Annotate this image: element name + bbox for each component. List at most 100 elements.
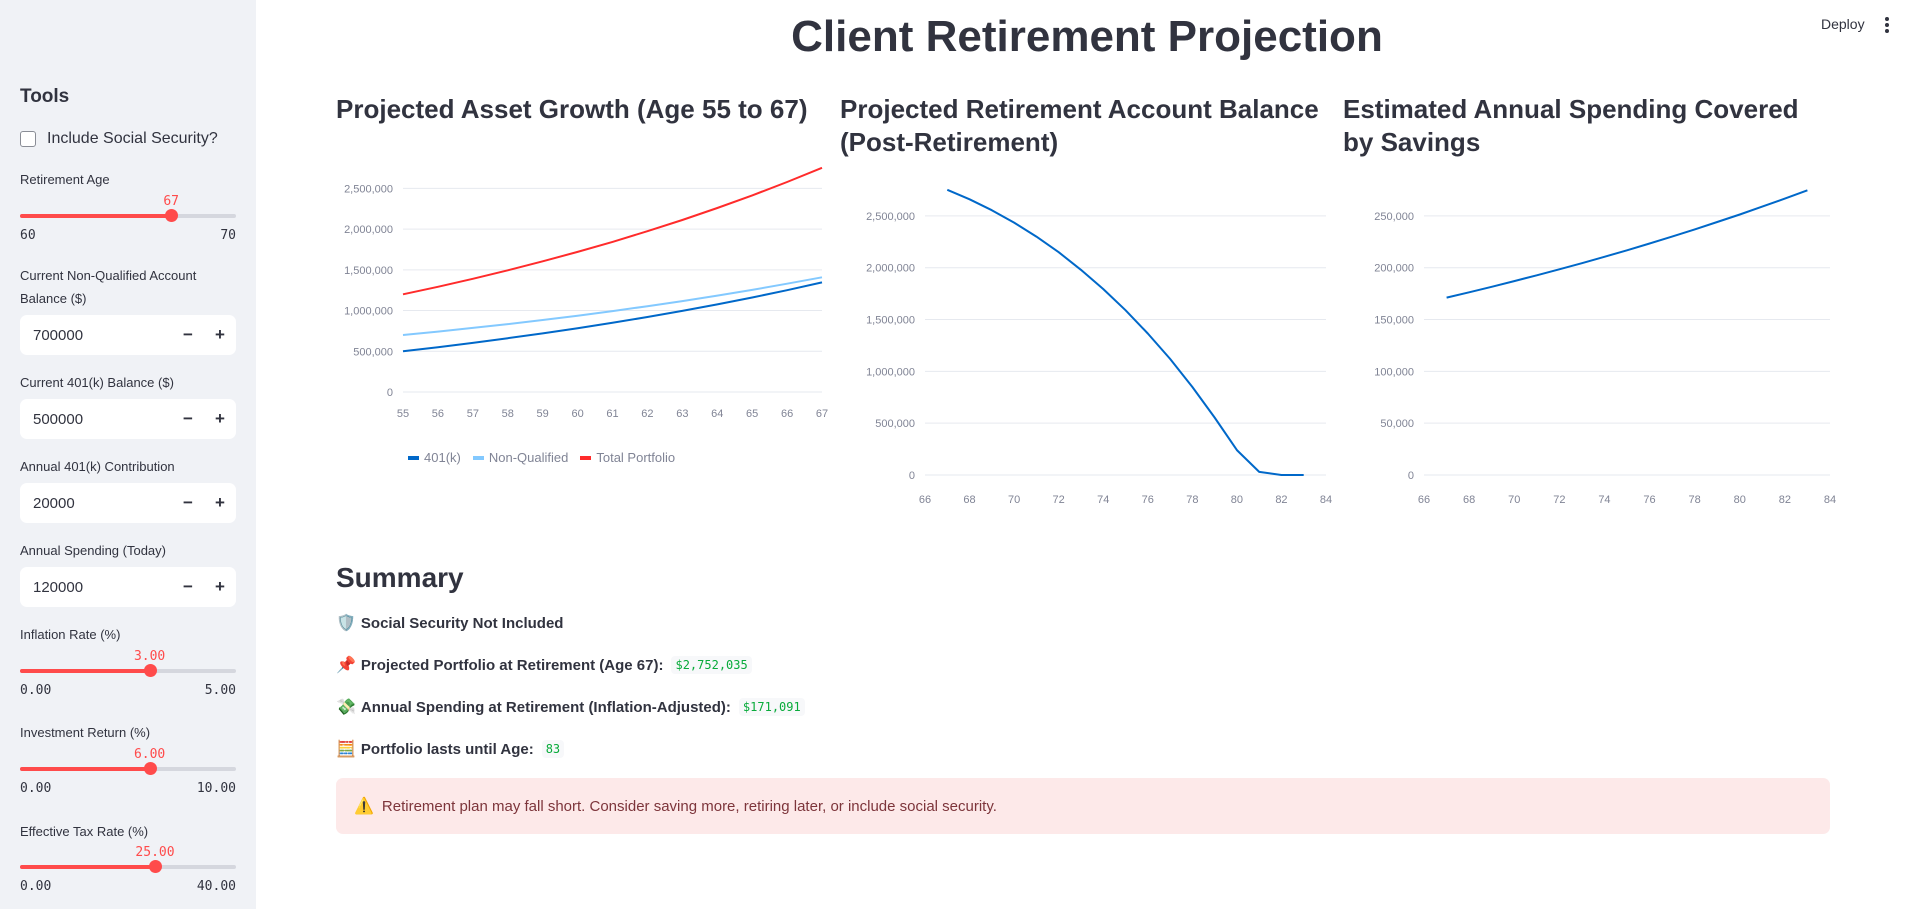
legend-item-total-portfolio[interactable]: Total Portfolio bbox=[580, 450, 675, 465]
summary-title: Summary bbox=[336, 562, 464, 593]
x-tick-label: 66 bbox=[1418, 494, 1430, 506]
y-tick-label: 0 bbox=[1408, 470, 1414, 482]
warning-icon: ⚠️ bbox=[354, 798, 374, 815]
x-tick-label: 58 bbox=[502, 408, 514, 420]
social-security-checkbox[interactable]: Include Social Security? bbox=[20, 130, 218, 148]
retirement-age-slider[interactable]: 67 60 70 bbox=[20, 194, 236, 243]
increment-button[interactable]: + bbox=[215, 325, 225, 344]
page-title: Client Retirement Projection bbox=[791, 12, 1383, 61]
slider-thumb[interactable] bbox=[143, 762, 157, 775]
retirement-age-label: Retirement Age bbox=[20, 172, 110, 187]
increment-button[interactable]: + bbox=[215, 493, 225, 512]
decrement-button[interactable]: − bbox=[183, 577, 193, 596]
series-line[interactable] bbox=[402, 166, 823, 296]
slider-value: 3.00 bbox=[133, 649, 166, 664]
summary-label: Annual Spending at Retirement (Inflation… bbox=[360, 698, 731, 716]
y-tick-label: 100,000 bbox=[1374, 366, 1414, 378]
summary-annual-spending: 💸 Annual Spending at Retirement (Inflati… bbox=[336, 697, 805, 717]
x-tick-label: 66 bbox=[919, 494, 931, 506]
increment-button[interactable]: + bbox=[215, 409, 225, 428]
x-tick-label: 70 bbox=[1508, 494, 1520, 506]
summary-portfolio-lasts: 🧮 Portfolio lasts until Age: 83 bbox=[336, 739, 565, 759]
money-icon: 💸 bbox=[336, 699, 356, 716]
y-tick-label: 2,000,000 bbox=[866, 263, 915, 275]
investment-return-label: Investment Return (%) bbox=[20, 725, 151, 740]
x-tick-label: 57 bbox=[467, 408, 479, 420]
y-tick-label: 150,000 bbox=[1374, 315, 1414, 327]
increment-button[interactable]: + bbox=[215, 577, 225, 596]
series-line[interactable] bbox=[402, 276, 823, 336]
decrement-button[interactable]: − bbox=[183, 325, 193, 344]
y-tick-label: 200,000 bbox=[1374, 263, 1414, 275]
x-tick-label: 55 bbox=[397, 408, 409, 420]
x-tick-label: 65 bbox=[746, 408, 758, 420]
401k-contribution-label: Annual 401(k) Contribution bbox=[20, 459, 175, 474]
pushpin-icon: 📌 bbox=[336, 657, 356, 674]
y-tick-label: 500,000 bbox=[875, 418, 915, 430]
y-tick-label: 2,500,000 bbox=[344, 183, 393, 195]
input-value[interactable]: 20000 bbox=[33, 494, 75, 512]
legend-item-401k[interactable]: 401(k) bbox=[408, 450, 461, 465]
series-line[interactable] bbox=[1446, 189, 1808, 299]
x-tick-label: 63 bbox=[676, 408, 688, 420]
tax-rate-label: Effective Tax Rate (%) bbox=[20, 824, 149, 839]
slider-thumb[interactable] bbox=[165, 209, 179, 222]
slider-max: 40.00 bbox=[196, 879, 236, 894]
asset-growth-legend: 401(k) Non-Qualified Total Portfolio bbox=[408, 450, 687, 465]
x-tick-label: 74 bbox=[1097, 494, 1109, 506]
slider-min: 0.00 bbox=[20, 879, 52, 894]
slider-fill bbox=[20, 865, 155, 869]
input-value[interactable]: 700000 bbox=[33, 326, 84, 344]
spending-chart[interactable]: 0 50,000 100,000 150,000 200,000 250,000 66 68 7… bbox=[1334, 170, 1844, 510]
x-tick-label: 76 bbox=[1643, 494, 1655, 506]
slider-thumb[interactable] bbox=[149, 860, 162, 873]
abacus-icon: 🧮 bbox=[336, 741, 356, 758]
input-value[interactable]: 120000 bbox=[33, 578, 84, 596]
y-tick-label: 1,500,000 bbox=[866, 315, 915, 327]
slider-fill bbox=[20, 767, 150, 771]
x-tick-label: 84 bbox=[1320, 494, 1332, 506]
sidebar-title: Tools bbox=[20, 86, 70, 107]
legend-swatch bbox=[580, 455, 592, 460]
checkbox-box[interactable] bbox=[20, 131, 36, 147]
x-tick-label: 68 bbox=[1463, 494, 1475, 506]
input-value[interactable]: 500000 bbox=[33, 410, 84, 428]
deploy-button[interactable]: Deploy bbox=[1821, 16, 1865, 32]
x-tick-label: 84 bbox=[1824, 494, 1836, 506]
annual-spending-input[interactable]: 120000 − + bbox=[20, 567, 236, 607]
y-tick-label: 1,000,000 bbox=[344, 306, 393, 318]
non-qualified-balance-label: Current Non-Qualified Account Balance ($… bbox=[20, 268, 197, 306]
y-tick-label: 2,000,000 bbox=[344, 224, 393, 236]
shield-icon: 🛡️ bbox=[336, 615, 356, 632]
account-balance-chart[interactable]: 0 500,000 1,000,000 1,500,000 2,000,000 2,500… bbox=[830, 170, 1340, 510]
summary-value: 83 bbox=[541, 740, 565, 758]
decrement-button[interactable]: − bbox=[183, 409, 193, 428]
y-tick-label: 1,000,000 bbox=[866, 366, 915, 378]
x-tick-label: 80 bbox=[1734, 494, 1746, 506]
x-tick-label: 59 bbox=[537, 408, 549, 420]
401k-balance-input[interactable]: 500000 − + bbox=[20, 399, 236, 439]
vertical-dots-icon[interactable] bbox=[1884, 17, 1890, 33]
summary-label: Portfolio lasts until Age: bbox=[360, 740, 534, 758]
annual-spending-label: Annual Spending (Today) bbox=[20, 543, 166, 558]
asset-growth-chart[interactable]: 0 500,000 1,000,000 1,500,000 2,000,000 2,500… bbox=[330, 150, 830, 430]
401k-contribution-input[interactable]: 20000 − + bbox=[20, 483, 236, 523]
tax-rate-slider[interactable]: 25.00 0.00 40.00 bbox=[20, 845, 236, 894]
non-qualified-balance-input[interactable]: 700000 − + bbox=[20, 315, 236, 355]
x-tick-label: 72 bbox=[1553, 494, 1565, 506]
legend-item-non-qualified[interactable]: Non-Qualified bbox=[472, 450, 569, 465]
y-tick-label: 0 bbox=[909, 470, 915, 482]
slider-value: 6.00 bbox=[133, 747, 166, 762]
legend-label: Non-Qualified bbox=[488, 450, 569, 465]
investment-return-slider[interactable]: 6.00 0.00 10.00 bbox=[20, 747, 236, 796]
series-line[interactable] bbox=[946, 188, 1304, 476]
x-tick-label: 78 bbox=[1186, 494, 1198, 506]
series-line[interactable] bbox=[402, 281, 823, 353]
slider-fill bbox=[20, 669, 150, 673]
slider-thumb[interactable] bbox=[143, 664, 157, 677]
x-tick-label: 56 bbox=[432, 408, 444, 420]
y-tick-label: 50,000 bbox=[1380, 418, 1414, 430]
decrement-button[interactable]: − bbox=[183, 493, 193, 512]
slider-max: 5.00 bbox=[204, 683, 236, 698]
inflation-rate-slider[interactable]: 3.00 0.00 5.00 bbox=[20, 649, 236, 698]
